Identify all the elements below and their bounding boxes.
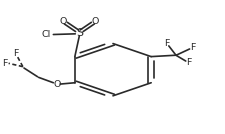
Text: F: F (164, 39, 169, 48)
Text: F: F (189, 43, 195, 52)
Text: F: F (2, 59, 7, 68)
Text: O: O (60, 17, 67, 26)
Text: F: F (13, 49, 19, 58)
Text: F: F (185, 58, 190, 67)
Text: O: O (53, 80, 60, 89)
Text: Cl: Cl (42, 30, 51, 39)
Text: O: O (91, 17, 98, 26)
Text: S: S (76, 28, 83, 38)
